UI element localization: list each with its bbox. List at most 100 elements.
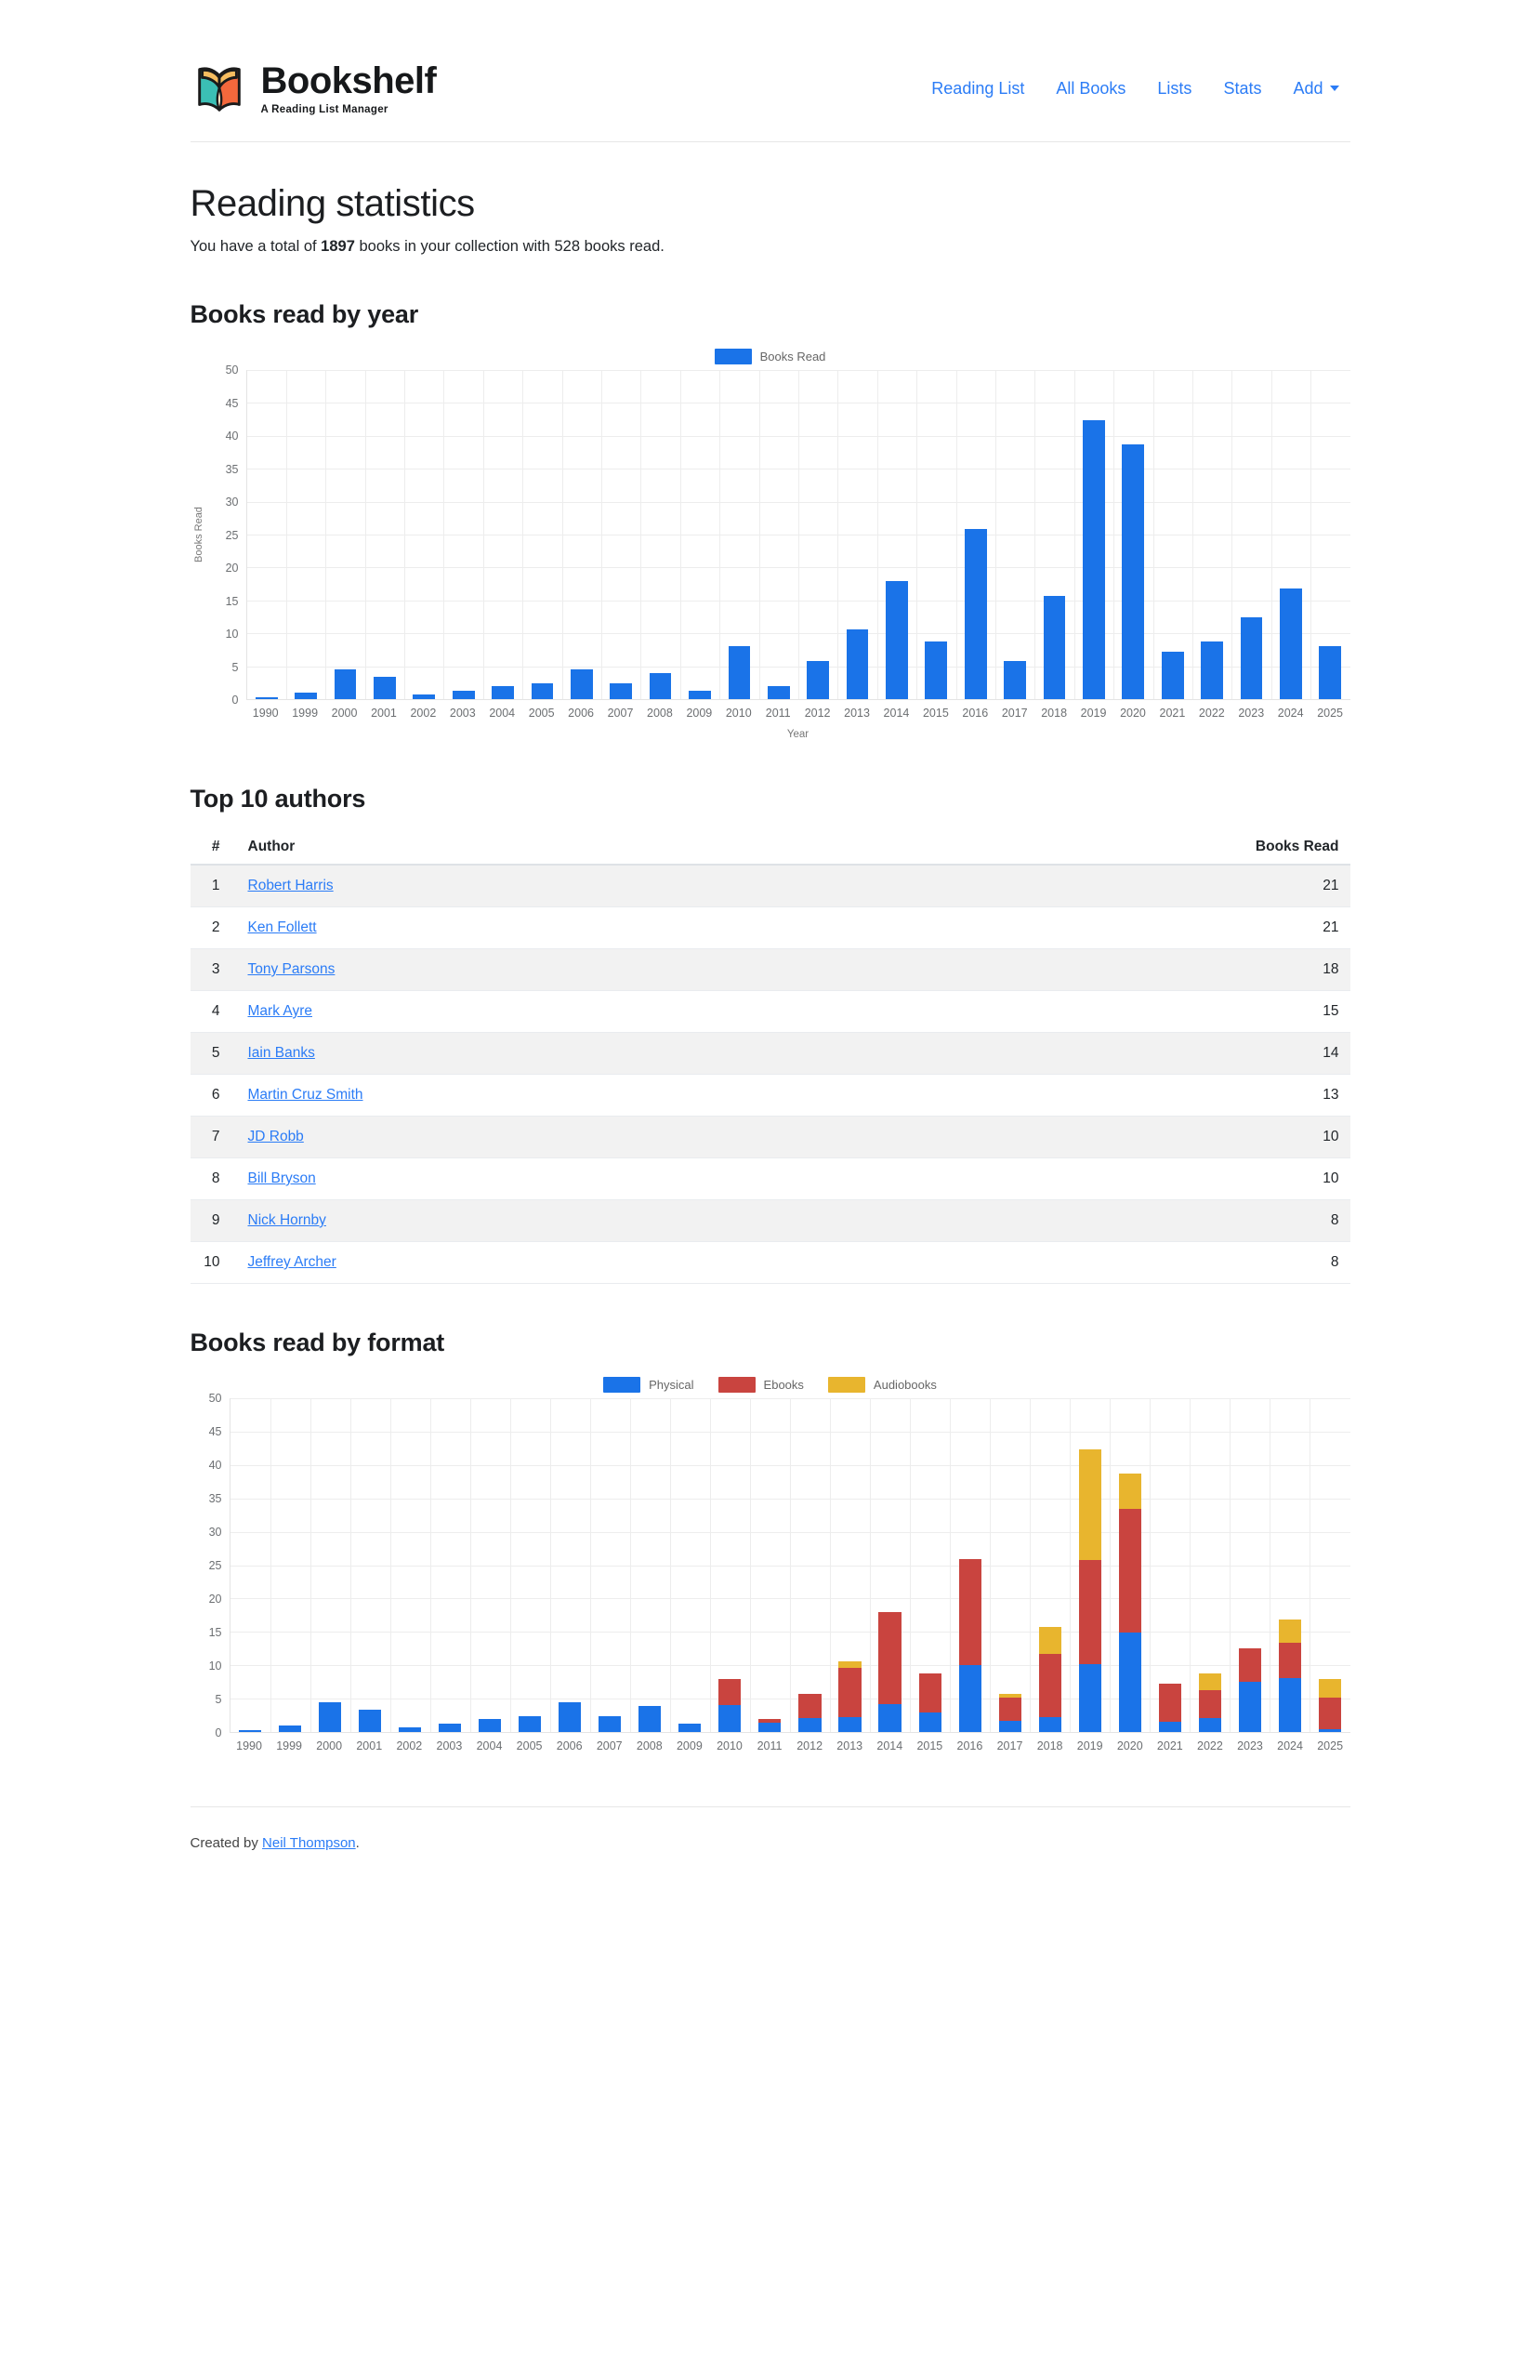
bar[interactable] (238, 1705, 262, 1732)
x-axis-title-books-by-year: Year (786, 729, 809, 740)
bar[interactable] (638, 1638, 662, 1732)
bar[interactable] (798, 1619, 822, 1732)
author-link[interactable]: Nick Hornby (247, 1212, 326, 1228)
bar[interactable] (678, 1679, 702, 1732)
nav-all-books[interactable]: All Books (1056, 78, 1126, 98)
x-tick-label: 1999 (276, 1739, 303, 1752)
bar[interactable] (570, 601, 593, 699)
bar[interactable] (925, 561, 948, 699)
gridline-vertical (1110, 1398, 1112, 1732)
bar[interactable] (1319, 567, 1342, 699)
bar[interactable] (758, 1665, 782, 1732)
bar[interactable] (1122, 409, 1145, 699)
bar[interactable] (279, 1686, 302, 1732)
bar[interactable] (559, 1632, 582, 1732)
brand-logo-link[interactable]: Bookshelf A Reading List Manager (191, 60, 437, 117)
author-link[interactable]: Martin Cruz Smith (247, 1087, 363, 1103)
bar-cell (956, 370, 995, 699)
cell-rank: 1 (190, 865, 231, 907)
bar[interactable] (319, 1632, 342, 1732)
bar[interactable] (399, 1692, 422, 1732)
nav-stats[interactable]: Stats (1223, 78, 1262, 98)
bar-cell (995, 370, 1034, 699)
cell-rank: 8 (190, 1157, 231, 1200)
author-link[interactable]: Tony Parsons (247, 961, 336, 977)
legend-item[interactable]: Ebooks (717, 1376, 804, 1393)
bar[interactable] (918, 1592, 941, 1732)
author-link[interactable]: Iain Banks (247, 1045, 315, 1061)
bar-cell (916, 370, 955, 699)
bar[interactable] (838, 1579, 862, 1732)
legend-item[interactable]: Audiobooks (827, 1376, 937, 1393)
bar[interactable] (1078, 1425, 1101, 1732)
bar[interactable] (998, 1619, 1021, 1732)
nav-reading-list[interactable]: Reading List (931, 78, 1025, 98)
bar-cell (877, 370, 916, 699)
bar[interactable] (1240, 535, 1263, 699)
bar[interactable] (599, 1659, 622, 1732)
bar[interactable] (964, 462, 987, 699)
bar[interactable] (334, 601, 357, 699)
author-link[interactable]: Jeffrey Archer (247, 1254, 336, 1270)
bar[interactable] (958, 1492, 981, 1732)
author-link[interactable]: Bill Bryson (247, 1170, 316, 1186)
bar[interactable] (649, 607, 672, 699)
footer-author-link[interactable]: Neil Thompson (262, 1835, 356, 1851)
bar[interactable] (519, 1659, 542, 1732)
x-tick-label: 2007 (607, 707, 634, 720)
bar[interactable] (531, 627, 554, 699)
bar[interactable] (413, 660, 436, 699)
bar[interactable] (255, 673, 278, 699)
gridline-vertical (679, 370, 681, 699)
nav-lists[interactable]: Lists (1157, 78, 1192, 98)
bar[interactable] (689, 646, 711, 699)
bar[interactable] (1004, 588, 1026, 699)
author-link[interactable]: Ken Follett (247, 919, 317, 935)
bar[interactable] (1318, 1598, 1341, 1732)
gridline-vertical (629, 1398, 631, 1732)
x-axis-books-by-year: 1990 1999 2000 2001 2002 2003 2004 2005 2006 2007… (246, 707, 1350, 720)
bar[interactable] (1198, 1592, 1221, 1732)
bar-segment-ebooks (878, 1611, 902, 1704)
author-link[interactable]: JD Robb (247, 1129, 304, 1144)
bar[interactable] (1158, 1606, 1181, 1732)
bar[interactable] (1043, 515, 1066, 699)
bar[interactable] (1278, 1539, 1301, 1732)
bar[interactable] (728, 567, 751, 699)
bar[interactable] (807, 588, 830, 699)
bar[interactable] (878, 1532, 902, 1732)
legend-item[interactable]: Books Read (714, 348, 825, 364)
bar[interactable] (1238, 1566, 1261, 1732)
gridline-vertical (325, 370, 327, 699)
bar[interactable] (610, 627, 633, 699)
nav-add[interactable]: Add (1293, 79, 1339, 99)
x-tick-label: 2015 (916, 1739, 943, 1752)
bar[interactable] (886, 502, 908, 699)
x-tick-label: 2007 (596, 1739, 623, 1752)
bar[interactable] (718, 1598, 742, 1732)
bar[interactable] (374, 614, 396, 699)
cell-author: Robert Harris (230, 865, 875, 907)
bar[interactable] (767, 633, 790, 699)
bar[interactable] (492, 633, 514, 699)
bar[interactable] (1161, 574, 1184, 699)
bar[interactable] (359, 1646, 382, 1732)
author-link[interactable]: Robert Harris (247, 878, 334, 893)
bar[interactable] (846, 548, 869, 699)
gridline-vertical (549, 1398, 551, 1732)
bar[interactable] (1038, 1545, 1061, 1732)
bar[interactable] (1201, 561, 1223, 699)
legend-item[interactable]: Physical (603, 1376, 694, 1393)
author-link[interactable]: Mark Ayre (247, 1003, 313, 1019)
bar[interactable] (1118, 1438, 1141, 1732)
bar[interactable] (479, 1665, 502, 1732)
bar[interactable] (1279, 509, 1302, 699)
bar[interactable] (439, 1679, 462, 1732)
gridline-vertical (916, 370, 918, 699)
bar[interactable] (1083, 396, 1105, 699)
bar[interactable] (295, 653, 317, 699)
bar-cell (640, 370, 679, 699)
plot-books-by-year: Books Read 0 5 10 15 20 25 30 35 40 45 50 1990 1999… (191, 364, 1350, 740)
bar[interactable] (452, 646, 475, 699)
cell-rank: 4 (190, 990, 231, 1033)
